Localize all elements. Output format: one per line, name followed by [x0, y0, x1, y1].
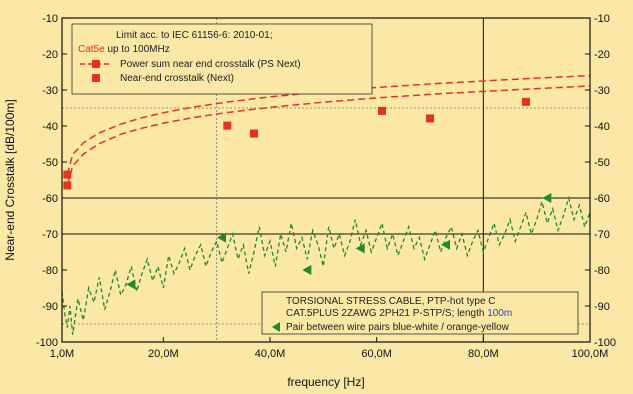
- y-tick-label-left: -20: [42, 49, 58, 61]
- legend-top-line1: Limit acc. to IEC 61156-6: 2010-01;: [116, 30, 273, 41]
- x-tick-label: 80,0M: [468, 348, 499, 360]
- legend-top-line2-rest: up to 100MHz: [105, 44, 170, 55]
- legend-bottom-box: [261, 291, 579, 335]
- x-tick-label: 60,0M: [361, 348, 392, 360]
- y-tick-label-left: -50: [42, 157, 58, 169]
- y-tick-label-right: -100: [594, 337, 616, 349]
- y-tick-label-right: -10: [594, 13, 610, 25]
- legend-bottom: TORSIONAL STRESS CABLE, PTP-hot type C C…: [261, 291, 579, 335]
- y-tick-label-left: -80: [42, 265, 58, 277]
- legend-bottom-line2: CAT.5PLUS 2ZAWG 2PH21 P-STP/S; length 10…: [286, 308, 512, 319]
- legend-entry-next: Near-end crosstalk (Next): [120, 73, 234, 84]
- data-point-square: [378, 106, 386, 115]
- legend-cat5e-highlight: Cat5e: [78, 44, 105, 55]
- data-point-triangle: [441, 239, 450, 250]
- x-axis-ticks: 1,0M 20,0M 40,0M 60,0M 80,0M 100,0M: [50, 337, 609, 360]
- data-point-square: [223, 121, 232, 130]
- y-tick-label-left: -100: [36, 337, 58, 349]
- x-tick-label: 20,0M: [148, 348, 179, 360]
- y-tick-label-right: -50: [594, 157, 610, 169]
- legend-top-box: [71, 23, 373, 95]
- data-point-triangle: [542, 193, 552, 203]
- legend-entry-pair: Pair between wire pairs blue-white / ora…: [286, 322, 510, 333]
- y-tick-label-left: -10: [42, 13, 58, 25]
- y-tick-label-left: -70: [42, 229, 58, 241]
- series-line-1: [66, 85, 591, 186]
- series-line-2: [61, 195, 591, 335]
- legend-next-marker: [92, 74, 100, 82]
- legend-top: Limit acc. to IEC 61156-6: 2010-01; Cat5…: [71, 23, 373, 95]
- legend-psnext-marker: [92, 60, 100, 68]
- y-tick-label-right: -90: [594, 301, 610, 313]
- y-axis-right-ticks: -10 -20 -30 -40 -50 -60 -70 -80 -90 -100: [585, 13, 616, 349]
- legend-entry-psnext: Power sum near end crosstalk (PS Next): [120, 59, 301, 70]
- x-tick-label: 100,0M: [572, 348, 609, 360]
- y-tick-label-right: -60: [594, 193, 610, 205]
- y-axis-title: Near-end Crosstalk [dB/100m]: [3, 99, 17, 260]
- legend-top-line2: Cat5e up to 100MHz: [78, 44, 170, 55]
- y-tick-label-right: -40: [594, 121, 610, 133]
- y-tick-label-left: -90: [42, 301, 58, 313]
- data-point-square: [63, 170, 72, 179]
- y-axis-left-ticks: -10 -20 -30 -40 -50 -60 -70 -80 -90 -100: [36, 13, 67, 349]
- marker-layer: [63, 97, 552, 290]
- y-tick-label-right: -30: [594, 85, 610, 97]
- y-tick-label-left: -60: [42, 193, 58, 205]
- series-layer: [61, 74, 591, 335]
- data-point-triangle: [355, 243, 365, 254]
- legend-pair-marker: [272, 322, 280, 332]
- data-point-square: [426, 114, 434, 123]
- y-tick-label-right: -70: [594, 229, 610, 241]
- y-tick-label-left: -40: [42, 121, 58, 133]
- data-point-square: [63, 181, 72, 190]
- legend-bottom-line1: TORSIONAL STRESS CABLE, PTP-hot type C: [286, 296, 496, 307]
- data-point-triangle: [217, 232, 226, 243]
- data-point-square: [522, 97, 530, 106]
- legend-bottom-line2-prefix: CAT.5PLUS 2ZAWG 2PH21 P-STP/S; length: [286, 308, 487, 319]
- data-point-square: [250, 129, 258, 138]
- y-tick-label-left: -30: [42, 85, 58, 97]
- data-point-triangle: [126, 279, 136, 290]
- y-tick-label-right: -80: [594, 265, 610, 277]
- plot-frame: [61, 17, 591, 343]
- y-tick-label-right: -20: [594, 49, 610, 61]
- series-line-0: [66, 74, 591, 175]
- data-point-triangle: [302, 265, 312, 275]
- x-tick-label: 1,0M: [50, 348, 74, 360]
- legend-length-highlight: 100m: [487, 308, 512, 319]
- x-axis-title: frequency [Hz]: [287, 375, 364, 389]
- x-tick-label: 40,0M: [255, 348, 286, 360]
